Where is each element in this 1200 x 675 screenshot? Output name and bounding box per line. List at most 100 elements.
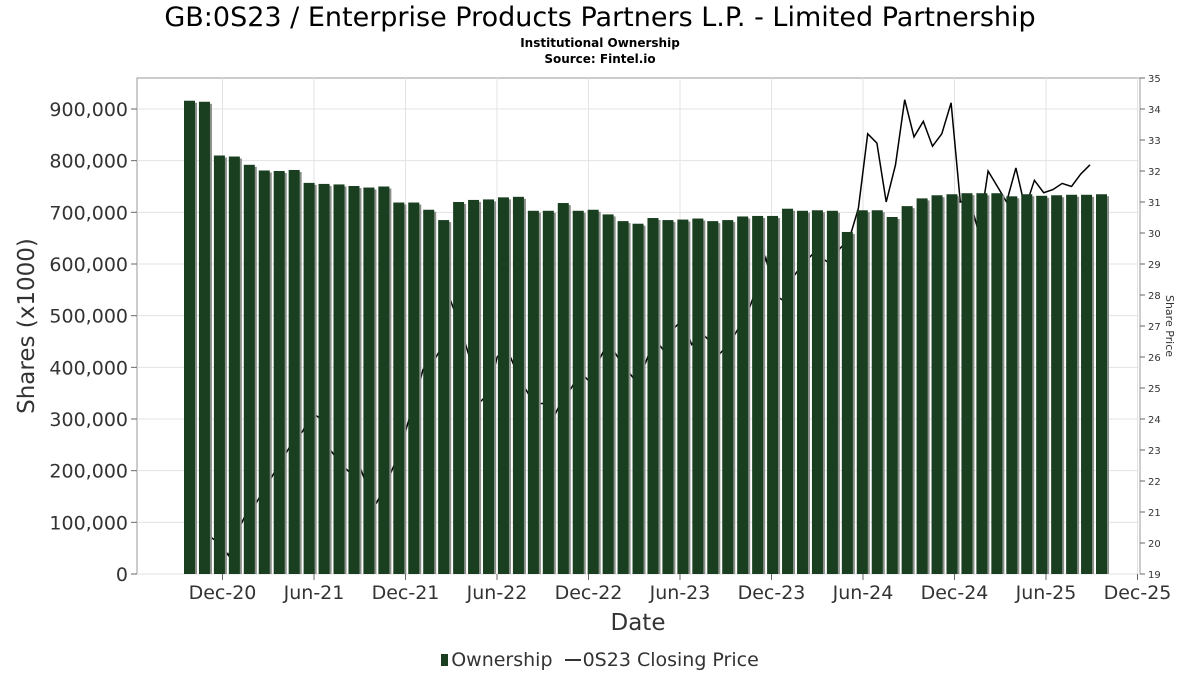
legend-item-price: 0S23 Closing Price <box>559 648 759 672</box>
x-tick-label: Jun-24 <box>832 582 894 604</box>
ownership-bars <box>184 100 1109 575</box>
ownership-bar <box>692 218 704 575</box>
y2-tick-label: 32 <box>1148 167 1161 178</box>
ownership-bar <box>752 215 764 574</box>
ownership-bar <box>318 183 330 574</box>
ownership-bar <box>976 193 988 574</box>
ownership-bar <box>1021 194 1033 574</box>
ownership-bar <box>453 202 465 574</box>
y2-tick-label: 31 <box>1148 198 1161 209</box>
y2-tick-label: 27 <box>1148 322 1161 333</box>
ownership-bar <box>572 210 584 575</box>
ownership-bar <box>856 210 868 574</box>
ownership-bar <box>363 187 375 575</box>
y-tick-label: 700,000 <box>49 202 128 224</box>
ownership-bar <box>617 221 629 574</box>
x-axis: Dec-20 Jun-21 Dec-21 Jun-22 Dec-22 Jun-23 Dec-… <box>189 574 1171 604</box>
legend-line-swatch-icon <box>564 659 581 661</box>
ownership-bar <box>1096 194 1107 574</box>
y2-tick-label: 25 <box>1148 384 1161 395</box>
ownership-bar <box>483 199 495 574</box>
ownership-bar <box>438 220 450 575</box>
ownership-bar <box>632 223 644 574</box>
y-tick-label: 300,000 <box>49 409 128 431</box>
y2-tick-label: 21 <box>1148 508 1161 519</box>
ownership-bar <box>542 210 554 575</box>
legend-item-ownership: Ownership <box>441 648 553 672</box>
ownership-bar <box>423 209 435 574</box>
y-tick-label: 0 <box>116 564 128 586</box>
ownership-bar <box>512 196 524 575</box>
ownership-bar <box>393 202 405 574</box>
ownership-bar <box>1081 194 1093 574</box>
legend-label-ownership: Ownership <box>451 648 553 671</box>
ownership-bar <box>677 219 689 575</box>
x-tick-label: Dec-21 <box>372 582 440 604</box>
ownership-bar <box>886 216 898 574</box>
y-tick-label: 500,000 <box>49 306 128 328</box>
ownership-bar <box>497 197 509 574</box>
y2-tick-label: 19 <box>1148 570 1161 581</box>
ownership-bar <box>213 155 225 574</box>
ownership-bar <box>408 202 420 574</box>
ownership-bar <box>991 193 1003 574</box>
ownership-bar <box>722 220 734 575</box>
ownership-bar <box>647 218 659 574</box>
y-tick-label: 400,000 <box>49 357 128 379</box>
ownership-bar <box>333 184 345 574</box>
y-tick-label: 100,000 <box>49 512 128 534</box>
ownership-bar <box>348 185 360 574</box>
x-axis-title: Date <box>611 610 666 636</box>
ownership-bar <box>288 169 300 574</box>
chart-subtitle: Institutional Ownership <box>520 36 680 50</box>
legend-label-price: 0S23 Closing Price <box>582 648 759 671</box>
ownership-bar <box>258 170 270 574</box>
y2-tick-label: 35 <box>1148 74 1161 85</box>
ownership-bar <box>602 214 614 574</box>
y2-tick-label: 20 <box>1148 539 1161 550</box>
y-tick-label: 900,000 <box>49 99 128 121</box>
ownership-bar <box>557 203 569 575</box>
x-tick-label: Dec-20 <box>189 582 257 604</box>
chart-source: Source: Fintel.io <box>544 52 656 66</box>
y2-tick-label: 28 <box>1148 291 1161 302</box>
ownership-bar <box>1006 196 1018 575</box>
x-tick-label: Jun-22 <box>466 582 528 604</box>
ownership-bar <box>378 186 390 574</box>
ownership-bar <box>1051 195 1063 575</box>
y-tick-label: 200,000 <box>49 461 128 483</box>
ownership-bar <box>303 182 315 574</box>
y2-tick-label: 22 <box>1148 477 1161 488</box>
ownership-bar <box>916 198 928 574</box>
y2-tick-label: 33 <box>1148 136 1161 147</box>
ownership-bar <box>228 156 240 575</box>
y2-tick-label: 26 <box>1148 353 1161 364</box>
chart-title: GB:0S23 / Enterprise Products Partners L… <box>164 2 1036 33</box>
ownership-bar <box>527 210 539 575</box>
y2-tick-label: 29 <box>1148 260 1161 271</box>
y2-tick-label: 23 <box>1148 446 1161 457</box>
y2-tick-label: 24 <box>1148 415 1161 426</box>
ownership-bar <box>961 193 973 574</box>
y-tick-label: 800,000 <box>49 151 128 173</box>
ownership-bar <box>468 199 480 574</box>
ownership-bar <box>901 206 913 574</box>
x-tick-label: Jun-21 <box>283 582 345 604</box>
right-axis: 19 20 21 22 23 24 25 26 27 28 29 30 31 32 33 34 35 <box>1140 74 1161 581</box>
ownership-bar <box>1066 194 1078 574</box>
ownership-bar <box>273 171 285 574</box>
ownership-bar <box>1036 195 1048 575</box>
chart-area: Shares (x1000) Share Price Date 0 100,000… <box>14 74 1176 636</box>
ownership-bar <box>707 221 719 574</box>
left-axis: 0 100,000 200,000 300,000 400,000 500,000 600,… <box>49 99 137 586</box>
ownership-bar <box>767 215 779 574</box>
ownership-bar <box>931 195 943 575</box>
y2-axis-title: Share Price <box>1163 295 1176 357</box>
x-tick-label: Dec-23 <box>738 582 806 604</box>
y-tick-label: 600,000 <box>49 254 128 276</box>
ownership-bar <box>871 210 883 574</box>
x-tick-label: Jun-25 <box>1015 582 1077 604</box>
x-tick-label: Dec-24 <box>921 582 989 604</box>
ownership-bar <box>946 194 958 574</box>
ownership-bar <box>796 210 808 575</box>
